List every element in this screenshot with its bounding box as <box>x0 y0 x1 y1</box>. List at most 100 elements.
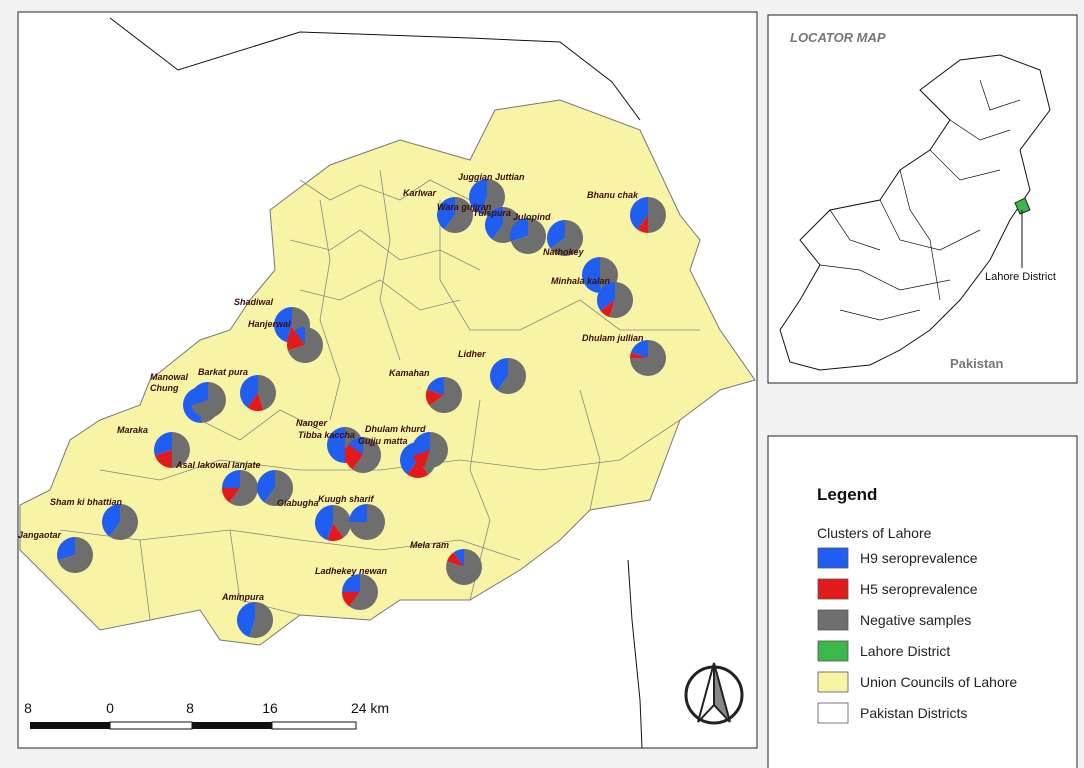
boundary <box>627 559 643 749</box>
legend-label: Union Councils of Lahore <box>860 674 1017 690</box>
pie-slice <box>327 427 345 463</box>
pie-slice <box>239 375 258 408</box>
district-line <box>829 209 881 251</box>
pie-slice <box>222 488 240 503</box>
legend-swatch <box>817 671 849 693</box>
place-label: Kamahan <box>389 368 430 378</box>
uc-line <box>229 529 301 616</box>
place-label: Dhulam khurd <box>365 424 426 434</box>
pie-slice <box>229 470 258 506</box>
pie-slice <box>264 470 293 506</box>
pie-slice <box>648 197 666 233</box>
pie-slice <box>600 300 615 318</box>
legend-title: Legend <box>817 485 877 504</box>
pie-slice <box>286 330 305 351</box>
uc-line <box>289 229 481 271</box>
place-label: Asal lakowal <box>175 460 231 470</box>
pie-slice <box>57 537 93 573</box>
district-line <box>949 119 1011 141</box>
legend-label: H9 seroprevalence <box>860 550 978 566</box>
pie-slice <box>609 282 634 318</box>
pie-slice <box>550 220 583 256</box>
place-label: Giabugha <box>277 498 319 508</box>
uc-line <box>299 279 461 311</box>
scale-label: 0 <box>106 700 114 716</box>
uc-line <box>139 539 151 621</box>
place-label: Tulspura <box>473 208 511 218</box>
place-label: Jangaotar <box>18 530 62 540</box>
pie-slice <box>172 432 190 468</box>
pie-slice <box>190 382 226 419</box>
scale-label: 8 <box>186 700 194 716</box>
place-label: Bhanu chak <box>587 190 639 200</box>
pie-slice <box>352 437 382 474</box>
scale-label: 24 km <box>351 700 389 716</box>
legend-swatch <box>817 547 849 569</box>
pie-slice <box>445 549 482 585</box>
place-label: lanjate <box>232 460 261 470</box>
pie-slice <box>412 432 430 456</box>
district-label: Lahore District <box>985 271 1056 283</box>
pie-slice <box>287 326 323 363</box>
pie-slice <box>342 592 360 607</box>
pie-slice <box>247 393 264 412</box>
scale-bar <box>30 721 357 730</box>
district-line <box>879 199 981 251</box>
scale-label: 16 <box>262 700 278 716</box>
place-label: Kuugh sharif <box>318 494 375 504</box>
pie-slice <box>349 504 385 540</box>
pie-slice <box>426 389 444 406</box>
district-line <box>979 79 1021 111</box>
uc-line <box>379 169 401 361</box>
pie-slice <box>582 257 600 293</box>
place-label: Mela ram <box>410 540 449 550</box>
scale-label: 8 <box>24 700 32 716</box>
pie-slice <box>510 218 547 254</box>
place-label: Ladhekey newan <box>315 566 388 576</box>
north-arrow-right <box>713 662 731 723</box>
pie-slice <box>630 352 648 358</box>
district-line <box>899 169 941 301</box>
place-label: Shadiwal <box>234 297 274 307</box>
pie-slice <box>490 358 508 391</box>
pie-slice <box>509 218 528 242</box>
pie-slice <box>273 307 292 343</box>
pie-slice <box>237 602 255 638</box>
pie-slice <box>630 340 648 358</box>
place-label: Aminpura <box>221 592 264 602</box>
legend-subtitle: Clusters of Lahore <box>817 525 932 541</box>
pie-slice <box>256 470 275 503</box>
pie-slice <box>429 377 462 413</box>
place-label: Karlwar <box>403 188 437 198</box>
place-label: Lidher <box>458 349 486 359</box>
boundary <box>109 17 641 121</box>
legend-label: Lahore District <box>860 643 950 659</box>
pie-slice <box>342 574 360 592</box>
pie-slice <box>56 537 75 561</box>
pie-slice <box>426 377 444 395</box>
pie-slice <box>412 450 430 468</box>
uc-line <box>299 179 471 201</box>
pie-slice <box>294 327 305 345</box>
pie-slice <box>258 375 276 411</box>
legend-label: Negative samples <box>860 612 971 628</box>
union-council-lines <box>59 169 700 621</box>
legend-swatch <box>817 609 849 631</box>
pie-slice <box>190 382 208 406</box>
pie-slice <box>497 358 526 394</box>
district-line <box>819 264 951 291</box>
pie-slice <box>481 179 505 216</box>
legend-swatch <box>817 578 849 600</box>
north-arrow <box>684 662 744 725</box>
pie-slice <box>444 197 474 234</box>
pie-slice <box>630 340 666 376</box>
pakistan-outline <box>779 54 1051 371</box>
place-label: Gujju matta <box>358 436 408 446</box>
pie-slice <box>109 504 138 540</box>
place-label: Julopind <box>513 212 551 222</box>
pie-slice <box>102 504 120 537</box>
pie-slice <box>547 220 565 249</box>
pie-slice <box>154 432 172 456</box>
place-label: Tibba kaccha <box>298 430 355 440</box>
place-label: Manowal <box>150 372 189 382</box>
